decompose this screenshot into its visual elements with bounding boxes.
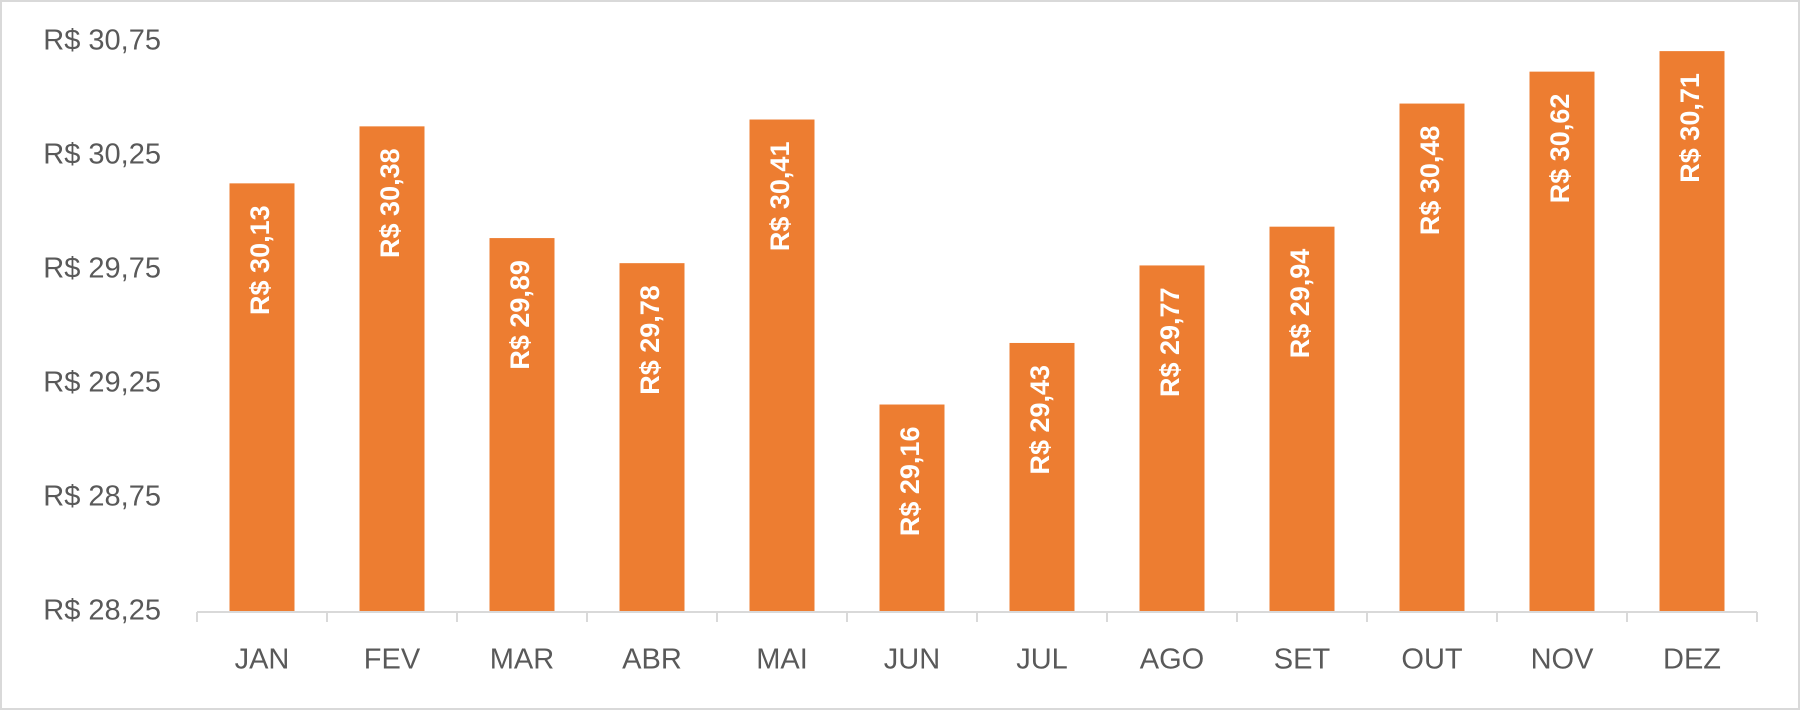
value-label: R$ 30,38 — [375, 148, 405, 258]
value-label: R$ 29,89 — [505, 260, 535, 370]
x-tick-label: JAN — [235, 644, 290, 676]
bar — [1659, 51, 1725, 613]
value-label: R$ 29,77 — [1155, 287, 1185, 397]
x-tick-label: FEV — [364, 644, 421, 676]
bar — [1269, 226, 1335, 612]
x-tick-label: SET — [1274, 644, 1331, 676]
bar — [879, 404, 945, 612]
y-tick-label: R$ 30,75 — [43, 25, 161, 57]
x-tick-label: NOV — [1531, 644, 1595, 676]
y-tick-label: R$ 28,75 — [43, 481, 161, 513]
x-tick-label: MAI — [756, 644, 808, 676]
y-tick-label: R$ 28,25 — [43, 595, 161, 627]
x-tick-label: ABR — [622, 644, 682, 676]
value-label: R$ 30,48 — [1415, 126, 1445, 236]
bar — [1009, 342, 1075, 612]
value-label: R$ 30,13 — [245, 205, 275, 315]
x-tick-label: OUT — [1401, 644, 1463, 676]
value-label: R$ 30,62 — [1545, 94, 1575, 204]
bar — [1529, 71, 1595, 612]
value-label: R$ 29,16 — [895, 427, 925, 537]
x-tick-label: JUL — [1016, 644, 1068, 676]
bar — [1139, 265, 1205, 612]
value-label: R$ 29,43 — [1025, 365, 1055, 475]
bar — [229, 183, 295, 613]
bar — [489, 238, 555, 612]
bar — [749, 119, 815, 613]
bar — [359, 126, 425, 613]
value-label: R$ 29,94 — [1285, 249, 1315, 359]
x-tick-label: MAR — [490, 644, 554, 676]
value-label: R$ 30,41 — [765, 142, 795, 252]
y-tick-label: R$ 29,75 — [43, 253, 161, 285]
bar — [619, 263, 685, 612]
value-label: R$ 30,71 — [1675, 73, 1705, 183]
x-tick-label: AGO — [1140, 644, 1204, 676]
x-tick-label: JUN — [884, 644, 940, 676]
y-tick-label: R$ 29,25 — [43, 367, 161, 399]
value-label: R$ 29,78 — [635, 285, 665, 395]
bar — [1399, 103, 1465, 612]
y-tick-label: R$ 30,25 — [43, 139, 161, 171]
x-tick-label: DEZ — [1663, 644, 1721, 676]
